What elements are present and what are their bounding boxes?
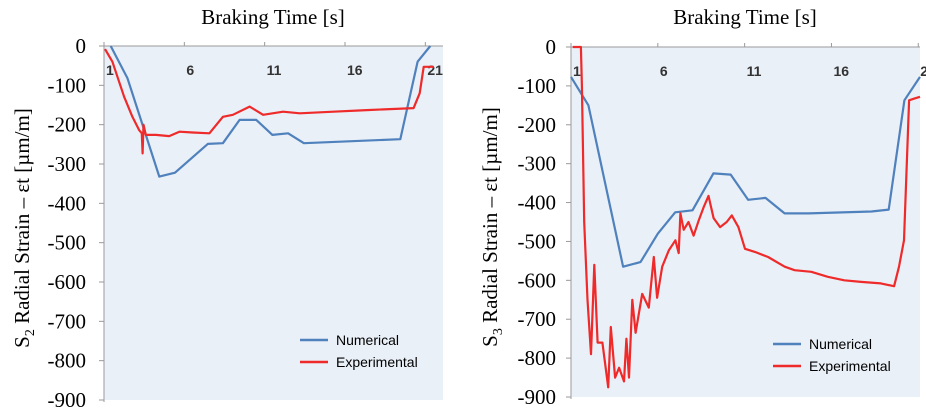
series-line-numerical — [570, 76, 921, 268]
y-tick-label: 0 — [76, 34, 87, 58]
y-tick-label: -900 — [48, 388, 87, 412]
x-tick-label: 1 — [106, 62, 114, 78]
plot-area — [571, 47, 920, 397]
legend-label-numerical: Numerical — [336, 332, 399, 348]
y-tick-label: -200 — [48, 113, 87, 137]
y-tick-label: -100 — [518, 74, 557, 98]
legend-label-experimental: Experimental — [809, 358, 891, 374]
y-tick-label: -300 — [48, 152, 87, 176]
y-tick-label: -400 — [518, 191, 557, 215]
series-line-numerical — [109, 45, 432, 178]
x-tick-label: 16 — [833, 63, 849, 79]
series-line-experimental — [572, 45, 921, 389]
y-tick-label: -200 — [518, 113, 557, 137]
y-label-subscript: 2 — [23, 329, 38, 336]
y-tick-label: -600 — [48, 270, 87, 294]
y-axis-label: S3 Radial Strain – εt [µm/m] — [478, 107, 506, 347]
x-tick-label: 1 — [573, 63, 581, 79]
plot-area — [104, 46, 443, 400]
x-tick-label: 21 — [920, 63, 926, 79]
y-tick-label: -500 — [518, 229, 557, 253]
x-tick-label: 11 — [747, 63, 762, 79]
x-tick-label: 6 — [186, 62, 194, 78]
legend-label-experimental: Experimental — [336, 354, 418, 370]
y-tick-label: -700 — [518, 307, 557, 331]
y-axis-label: S2 Radial Strain – εt [µm/m] — [10, 108, 38, 348]
y-tick-label: -300 — [518, 152, 557, 176]
y-tick-label: 0 — [546, 35, 557, 59]
chart-title: Braking Time [s] — [201, 5, 345, 29]
legend-label-numerical: Numerical — [809, 336, 872, 352]
y-tick-label: -400 — [48, 191, 87, 215]
series-line-experimental — [104, 48, 434, 155]
y-tick-label: -900 — [518, 385, 557, 409]
y-label-text: Radial Strain – εt [µm/m] — [478, 107, 502, 328]
y-tick-label: -100 — [48, 73, 87, 97]
x-tick-label: 21 — [427, 62, 443, 78]
y-tick-label: -800 — [518, 346, 557, 370]
chart-panel-2: Braking Time [s] 0 -100 -200 -300 -400 -500 -60… — [478, 5, 926, 409]
y-tick-label: -500 — [48, 231, 87, 255]
chart-title: Braking Time [s] — [673, 5, 817, 29]
x-tick-label: 16 — [347, 62, 363, 78]
y-tick-label: -800 — [48, 349, 87, 373]
y-label-subscript: 3 — [491, 328, 506, 335]
x-tick-label: 6 — [660, 63, 668, 79]
y-label-prefix: S — [478, 335, 502, 347]
x-tick-label: 11 — [267, 62, 282, 78]
y-tick-label: -600 — [518, 268, 557, 292]
y-label-prefix: S — [10, 336, 34, 348]
y-label-text: Radial Strain – εt [µm/m] — [10, 108, 34, 329]
y-tick-label: -700 — [48, 309, 87, 333]
chart-panel-1: Braking Time [s] 0 -100 -200 -300 -400 -500 -60… — [10, 5, 443, 412]
